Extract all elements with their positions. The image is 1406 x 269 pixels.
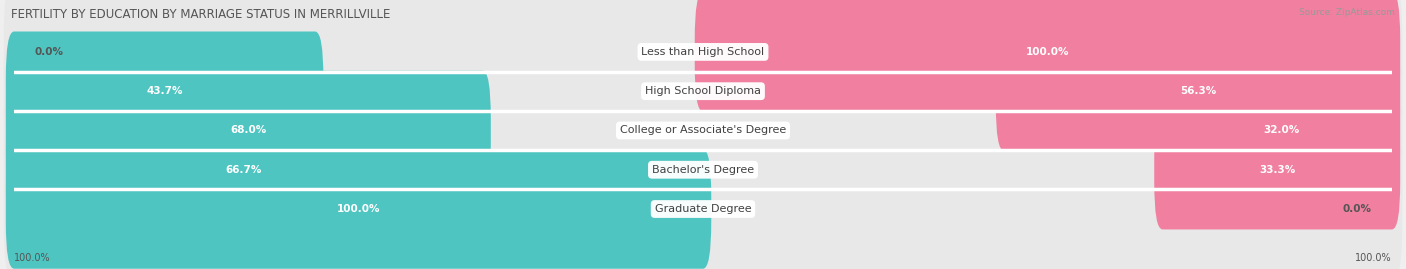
Text: 56.3%: 56.3% (1180, 86, 1216, 96)
FancyBboxPatch shape (6, 110, 482, 229)
FancyBboxPatch shape (4, 97, 1402, 243)
Text: 0.0%: 0.0% (1343, 204, 1371, 214)
FancyBboxPatch shape (1163, 71, 1400, 190)
Text: 43.7%: 43.7% (146, 86, 183, 96)
Text: FERTILITY BY EDUCATION BY MARRIAGE STATUS IN MERRILLVILLE: FERTILITY BY EDUCATION BY MARRIAGE STATU… (11, 8, 391, 21)
FancyBboxPatch shape (4, 57, 1402, 204)
FancyBboxPatch shape (995, 31, 1400, 151)
Text: High School Diploma: High School Diploma (645, 86, 761, 96)
Text: 100.0%: 100.0% (14, 253, 51, 263)
Text: College or Associate's Degree: College or Associate's Degree (620, 125, 786, 136)
Text: 100.0%: 100.0% (337, 204, 380, 214)
Text: Bachelor's Degree: Bachelor's Degree (652, 165, 754, 175)
FancyBboxPatch shape (4, 18, 1402, 164)
FancyBboxPatch shape (1154, 110, 1400, 229)
FancyBboxPatch shape (695, 0, 1400, 112)
Text: 33.3%: 33.3% (1260, 165, 1295, 175)
Text: 100.0%: 100.0% (1355, 253, 1392, 263)
FancyBboxPatch shape (4, 0, 1402, 125)
Text: 66.7%: 66.7% (225, 165, 262, 175)
Text: Less than High School: Less than High School (641, 47, 765, 57)
FancyBboxPatch shape (6, 31, 323, 151)
Text: Source: ZipAtlas.com: Source: ZipAtlas.com (1299, 8, 1395, 17)
FancyBboxPatch shape (4, 136, 1402, 269)
FancyBboxPatch shape (6, 71, 491, 190)
Text: 0.0%: 0.0% (35, 47, 63, 57)
Text: 100.0%: 100.0% (1026, 47, 1069, 57)
Text: 32.0%: 32.0% (1264, 125, 1299, 136)
FancyBboxPatch shape (6, 149, 711, 269)
Text: 68.0%: 68.0% (231, 125, 266, 136)
Text: Graduate Degree: Graduate Degree (655, 204, 751, 214)
